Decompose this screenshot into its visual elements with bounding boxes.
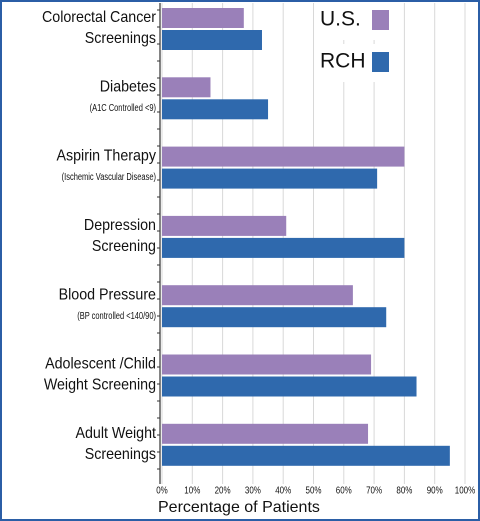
bar xyxy=(162,376,417,397)
x-tick-label: 50% xyxy=(306,485,322,496)
bar xyxy=(162,8,244,28)
category-label: Blood Pressure xyxy=(59,287,156,304)
x-tick-label: 100% xyxy=(455,485,475,496)
x-tick-label: 70% xyxy=(366,485,382,496)
category-label: Aspirin Therapy xyxy=(57,148,157,165)
category-label: Adult Weight xyxy=(75,425,156,442)
bar xyxy=(162,423,369,444)
bar xyxy=(162,215,287,236)
category-label: Screenings xyxy=(85,446,156,463)
category-label: Screening xyxy=(92,239,156,256)
bar xyxy=(162,99,269,120)
category-label: Diabetes xyxy=(100,79,156,96)
x-tick-label: 60% xyxy=(336,485,352,496)
x-tick-label: 40% xyxy=(275,485,291,496)
bar xyxy=(162,77,211,98)
category-note: (A1C Controlled <9) xyxy=(90,102,156,113)
x-tick-label: 80% xyxy=(396,485,412,496)
category-label: Colorectal Cancer xyxy=(42,10,156,27)
legend-label: U.S. xyxy=(320,8,361,31)
bar xyxy=(162,354,372,375)
bar xyxy=(162,168,378,189)
category-note: (Ischemic Vascular Disease) xyxy=(62,171,156,182)
category-label: Depression xyxy=(84,218,156,235)
x-tick-label: 0% xyxy=(156,485,168,496)
legend-swatch xyxy=(372,52,389,72)
x-tick-label: 90% xyxy=(427,485,443,496)
bar xyxy=(162,237,405,258)
category-label: Adolescent /Child xyxy=(45,356,156,373)
x-axis-title: Percentage of Patients xyxy=(158,499,320,516)
bar xyxy=(162,445,450,466)
x-tick-label: 10% xyxy=(184,485,200,496)
bar xyxy=(162,285,353,306)
x-tick-label: 30% xyxy=(245,485,261,496)
bar xyxy=(162,307,387,328)
legend-swatch xyxy=(372,10,389,30)
category-note: (BP controlled <140/90) xyxy=(77,310,156,321)
category-label: Screenings xyxy=(85,31,156,48)
bar xyxy=(162,30,262,50)
legend-label: RCH xyxy=(320,50,366,73)
category-label: Weight Screening xyxy=(44,377,156,394)
x-tick-label: 20% xyxy=(215,485,231,496)
bar xyxy=(162,146,405,167)
